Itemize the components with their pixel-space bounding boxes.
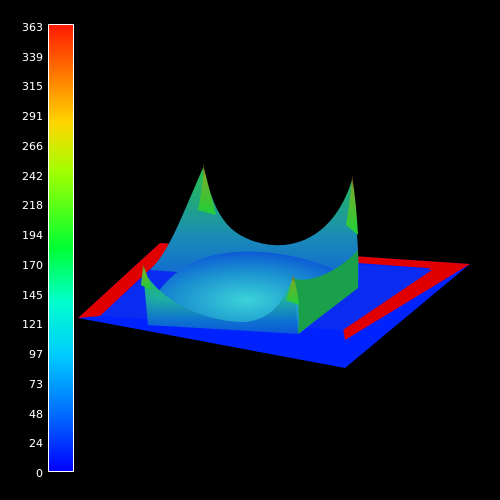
surface-right-wall [293,250,358,334]
colorbar-tick-label: 97 [29,348,43,362]
colorbar-tick-label: 121 [22,318,43,332]
colorbar-tick-label: 0 [36,467,43,480]
colorbar-tick-label: 315 [22,80,43,94]
colorbar-tick-label: 73 [29,377,43,391]
colorbar-tick-label: 145 [22,288,43,302]
colorbar-tick-label: 266 [22,139,43,153]
colorbar-tick-label: 339 [22,50,43,64]
border-strip-right [343,264,470,340]
spike-back-left [198,164,216,215]
spike-front-left [141,264,151,290]
spike-back-right [346,175,358,235]
colorbar-tick-label: 24 [29,437,43,451]
colorbar-tick-label: 194 [22,229,43,243]
colorbar-tick-label: 218 [22,199,43,213]
colorbar-tick-label: 291 [22,110,43,124]
colorbar-tick-label: 242 [22,169,43,183]
colorbar-tick-label: 170 [22,258,43,272]
colorbar-tick-label: 48 [29,407,43,421]
colorbar [48,24,74,472]
colorbar-tick-label: 363 [22,21,43,34]
border-strip-left [78,243,176,318]
spike-front-right [286,275,299,305]
surface-front-left-wall [143,270,298,334]
